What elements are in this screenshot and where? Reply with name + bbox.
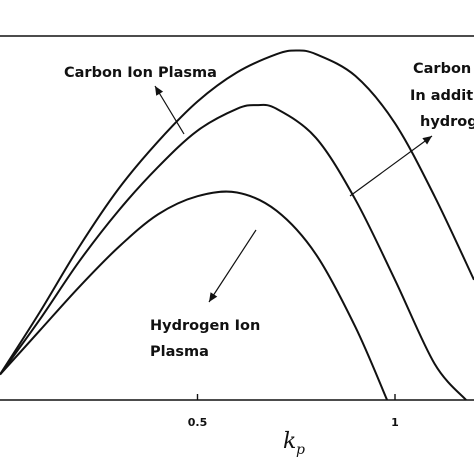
annotation-arrow-head-2	[209, 292, 218, 302]
x-tick-label-0: 0.5	[188, 416, 208, 429]
x-tick-label-1: 1	[391, 416, 399, 429]
series-line-1	[0, 103, 467, 401]
annotation-carbon-line-1: Carbon	[413, 61, 471, 77]
annotation-carbon-ion-plasma: Carbon Ion Plasma	[64, 65, 217, 81]
series-line-0	[0, 49, 474, 376]
x-ticks: 0.5 1	[188, 394, 399, 429]
annotation-arrow-line-1	[349, 135, 433, 197]
annotation-carbon-line-3: hydrog	[420, 114, 474, 130]
series-line-2	[0, 190, 389, 401]
x-axis-label-main: k	[283, 429, 296, 454]
annotation-hydrogen-line-2: Plasma	[150, 344, 209, 360]
annotation-carbon-line-2: In additi	[410, 88, 474, 104]
annotation-arrow-head-1	[422, 136, 432, 145]
annotation-arrow-line-0	[154, 85, 185, 135]
annotation-hydrogen-line-1: Hydrogen Ion	[150, 318, 260, 334]
x-axis-label: k p	[283, 429, 305, 458]
axes	[0, 35, 474, 401]
annotation-carbon-in-addition-hydrogen: Carbon In additi hydrog	[410, 61, 474, 130]
annotation-hydrogen-ion-plasma: Hydrogen Ion Plasma	[150, 318, 260, 360]
annotation-arrow-head-0	[155, 86, 164, 96]
annotation-carbon-ion-plasma-text: Carbon Ion Plasma	[64, 65, 217, 81]
series-curves	[0, 49, 474, 401]
annotation-arrows	[154, 85, 433, 303]
annotation-arrow-line-2	[208, 229, 257, 303]
x-axis-label-subscript: p	[296, 442, 305, 458]
